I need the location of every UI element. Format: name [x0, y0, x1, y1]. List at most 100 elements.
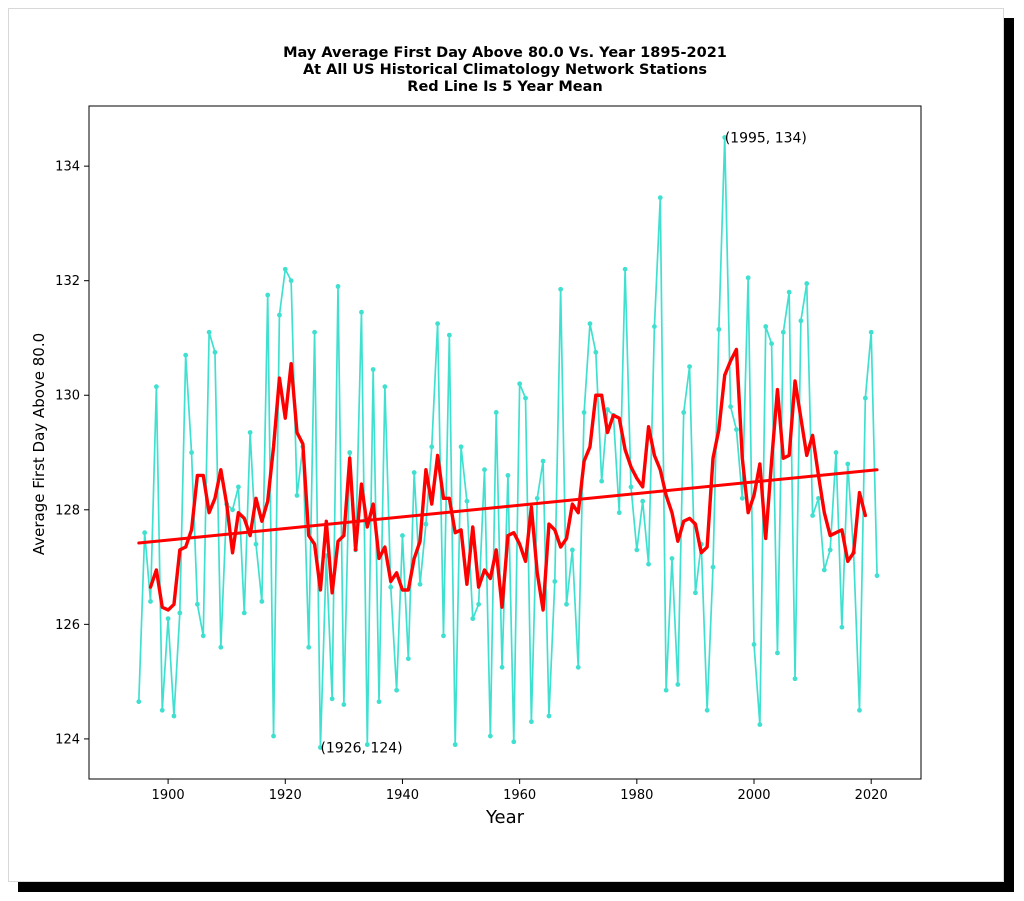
data-point [236, 484, 241, 490]
data-point [476, 601, 482, 607]
data-point [640, 498, 646, 504]
data-point [329, 696, 335, 702]
title-line-2: At All US Historical Climatology Network… [303, 62, 707, 78]
chart-card: May Average First Day Above 80.0 Vs. Yea… [8, 8, 1004, 882]
title-line-3: Red Line Is 5 Year Mean [407, 79, 602, 95]
data-point [763, 324, 769, 329]
data-point [528, 719, 534, 725]
data-point [663, 687, 669, 693]
data-point [646, 561, 651, 567]
data-point [569, 547, 575, 553]
data-point [716, 326, 722, 332]
data-point [335, 284, 341, 289]
data-point [253, 541, 259, 547]
data-point [540, 458, 546, 464]
data-point [634, 547, 640, 553]
data-point [739, 495, 745, 501]
data-point [206, 329, 212, 335]
data-point [142, 530, 148, 536]
data-point [546, 713, 552, 719]
data-point [165, 616, 171, 622]
data-point [657, 195, 663, 201]
data-point [359, 309, 364, 315]
data-point [364, 742, 370, 748]
annotation-label: (1926, 124) [320, 741, 402, 757]
x-axis-ticks: 1900 1920 1940 1960 1980 2000 2020 [152, 779, 888, 803]
data-point [523, 395, 528, 401]
x-tick-label: 1920 [269, 788, 302, 803]
y-axis-ticks: 124 126 128 130 132 134 [55, 160, 89, 747]
data-point [153, 384, 159, 390]
data-point [810, 513, 816, 518]
data-point [769, 341, 774, 347]
data-point [628, 484, 634, 490]
data-point [511, 739, 517, 745]
five-year-mean-line [148, 347, 868, 612]
data-point [212, 349, 218, 355]
data-point [265, 292, 271, 298]
data-point [722, 135, 728, 140]
data-point [341, 702, 347, 707]
data-point [417, 581, 423, 587]
data-point [839, 624, 845, 630]
data-point [218, 644, 224, 650]
x-tick-label: 2020 [855, 788, 888, 803]
data-point [288, 278, 294, 284]
data-point [347, 450, 353, 455]
data-point [241, 610, 247, 616]
data-point [833, 450, 839, 455]
x-axis-label: Year [485, 807, 525, 828]
data-point [581, 410, 587, 415]
data-point [587, 321, 593, 327]
data-point [470, 616, 476, 622]
data-point [194, 601, 200, 607]
data-point [792, 676, 798, 682]
data-point [482, 467, 487, 473]
data-point [564, 601, 569, 607]
data-point [400, 533, 405, 538]
data-point [687, 364, 692, 370]
data-point [798, 318, 804, 324]
data-point [282, 266, 288, 272]
data-point [505, 473, 511, 478]
chart-figure: May Average First Day Above 80.0 Vs. Yea… [30, 45, 922, 828]
data-point [312, 329, 317, 335]
data-point [780, 329, 786, 335]
data-point [816, 495, 821, 501]
data-point [734, 427, 739, 433]
data-point [159, 707, 165, 713]
data-point [728, 404, 733, 410]
y-tick-label: 128 [55, 503, 80, 518]
data-point [446, 332, 452, 338]
data-point [200, 633, 206, 639]
data-point [306, 644, 312, 650]
x-tick-label: 1960 [503, 788, 536, 803]
data-point [405, 656, 411, 662]
data-point [675, 682, 681, 687]
data-point [517, 381, 523, 387]
data-point [804, 281, 810, 286]
annotation-label: (1995, 134) [725, 131, 807, 147]
data-point [136, 699, 142, 705]
data-point [575, 664, 581, 670]
data-point [458, 444, 464, 450]
data-point [394, 687, 400, 693]
trend-line [137, 468, 879, 545]
data-point [693, 590, 698, 596]
data-point [171, 713, 177, 719]
y-tick-label: 126 [55, 618, 80, 633]
data-point [499, 664, 505, 670]
data-point [183, 352, 189, 358]
data-point [388, 584, 394, 590]
data-point [534, 495, 540, 501]
data-point [874, 573, 880, 579]
data-point [622, 266, 628, 272]
data-point [423, 521, 429, 527]
data-point [429, 444, 435, 450]
data-point [558, 286, 564, 292]
data-point [177, 610, 183, 616]
y-tick-label: 134 [55, 160, 80, 175]
data-point [230, 507, 235, 513]
data-point [775, 650, 780, 656]
data-point [370, 367, 376, 372]
